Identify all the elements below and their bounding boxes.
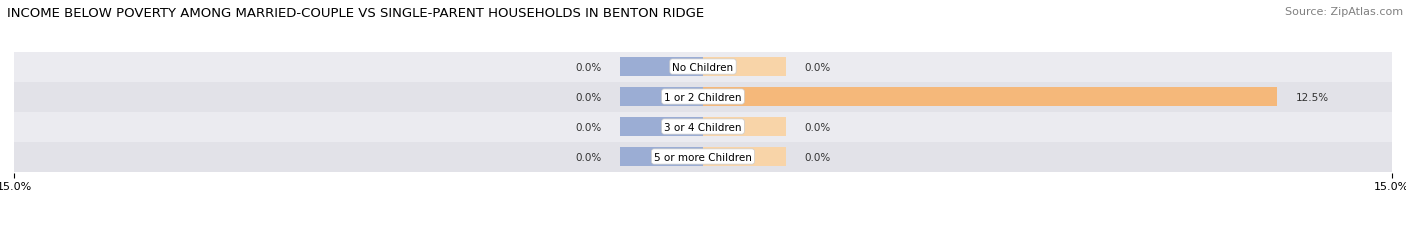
- Text: 0.0%: 0.0%: [575, 152, 602, 162]
- Text: 0.0%: 0.0%: [575, 92, 602, 102]
- Text: No Children: No Children: [672, 62, 734, 72]
- Text: 12.5%: 12.5%: [1295, 92, 1329, 102]
- Text: 5 or more Children: 5 or more Children: [654, 152, 752, 162]
- Bar: [620, 118, 703, 136]
- Bar: [703, 88, 1277, 106]
- Text: 0.0%: 0.0%: [804, 62, 831, 72]
- Bar: [620, 148, 703, 166]
- Text: 0.0%: 0.0%: [804, 152, 831, 162]
- Bar: [703, 118, 786, 136]
- Bar: [703, 58, 786, 76]
- Bar: [14, 82, 1392, 112]
- Text: 1 or 2 Children: 1 or 2 Children: [664, 92, 742, 102]
- Bar: [14, 52, 1392, 82]
- Text: INCOME BELOW POVERTY AMONG MARRIED-COUPLE VS SINGLE-PARENT HOUSEHOLDS IN BENTON : INCOME BELOW POVERTY AMONG MARRIED-COUPL…: [7, 7, 704, 20]
- Text: 0.0%: 0.0%: [575, 62, 602, 72]
- Bar: [620, 58, 703, 76]
- Text: Source: ZipAtlas.com: Source: ZipAtlas.com: [1285, 7, 1403, 17]
- Text: 0.0%: 0.0%: [575, 122, 602, 132]
- Bar: [14, 142, 1392, 172]
- Text: 3 or 4 Children: 3 or 4 Children: [664, 122, 742, 132]
- Bar: [703, 148, 786, 166]
- Bar: [14, 112, 1392, 142]
- Text: 0.0%: 0.0%: [804, 122, 831, 132]
- Bar: [620, 88, 703, 106]
